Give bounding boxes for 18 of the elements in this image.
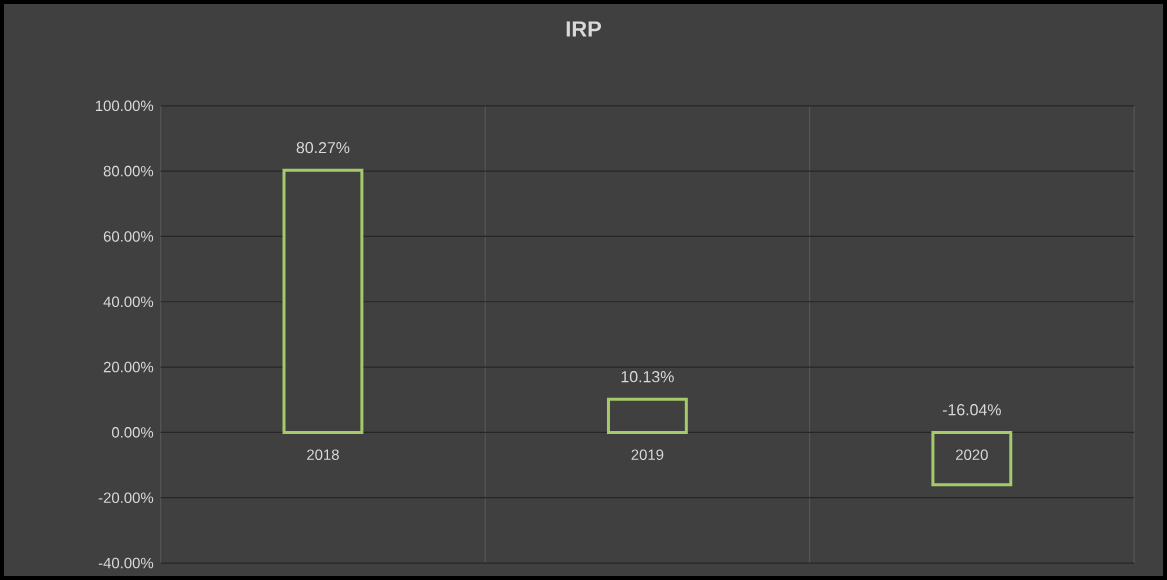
x-tick-label: 2020	[956, 449, 988, 460]
y-tick-label: 80.00%	[103, 165, 154, 177]
y-tick-label: 60.00%	[103, 231, 154, 242]
x-tick-label: 2019	[631, 449, 664, 460]
chart-title: IRP	[566, 21, 601, 37]
bar	[931, 430, 1013, 487]
y-tick-label: 40.00%	[103, 296, 154, 308]
y-tick-label: -40.00%	[98, 557, 154, 569]
y-tick-label: 100.00%	[95, 100, 154, 112]
bar	[282, 168, 364, 434]
y-tick-label: 20.00%	[103, 361, 154, 373]
y-tick-label: -20.00%	[98, 492, 154, 504]
data-label: 10.13%	[621, 371, 674, 383]
data-label: -16.04%	[942, 404, 1001, 416]
bar	[606, 397, 688, 434]
data-label: 80.27%	[296, 141, 350, 154]
y-tick-label: 0.00%	[111, 427, 154, 438]
x-tick-label: 2018	[307, 449, 339, 460]
